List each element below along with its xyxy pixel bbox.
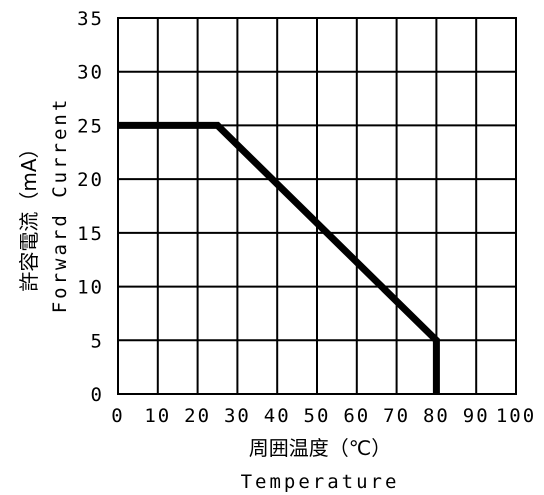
series-line bbox=[118, 121, 440, 394]
x-tick-label: 70 bbox=[383, 405, 410, 427]
x-tick-label: 50 bbox=[304, 405, 331, 427]
x-tick-label: 40 bbox=[264, 405, 291, 427]
x-tick-label: 90 bbox=[463, 405, 490, 427]
grid bbox=[118, 18, 516, 394]
x-tick-label: 10 bbox=[144, 405, 171, 427]
y-tick-label: 15 bbox=[77, 223, 104, 245]
x-tick-labels: 0 10 20 30 40 50 60 70 80 90 100 bbox=[111, 405, 536, 427]
x-tick-label: 30 bbox=[224, 405, 251, 427]
y-tick-label: 0 bbox=[91, 384, 104, 406]
y-tick-label: 35 bbox=[77, 8, 104, 30]
y-tick-label: 5 bbox=[91, 330, 104, 352]
x-axis-subtitle: Temperature bbox=[241, 471, 400, 493]
y-axis-title: 許容電流（mA） bbox=[17, 138, 41, 291]
x-tick-label: 80 bbox=[423, 405, 450, 427]
x-tick-label: 20 bbox=[184, 405, 211, 427]
y-tick-label: 25 bbox=[77, 115, 104, 137]
y-tick-label: 20 bbox=[77, 169, 104, 191]
series-layer bbox=[118, 121, 440, 394]
x-axis-title: 周囲温度（℃） bbox=[249, 436, 391, 460]
y-tick-labels: 0 5 10 15 20 25 30 35 bbox=[77, 8, 104, 406]
x-tick-label: 60 bbox=[343, 405, 370, 427]
y-axis-subtitle: Forward Current bbox=[49, 97, 71, 314]
y-tick-label: 30 bbox=[77, 62, 104, 84]
y-tick-label: 10 bbox=[77, 277, 104, 299]
x-tick-label: 100 bbox=[496, 405, 536, 427]
x-tick-label: 0 bbox=[111, 405, 124, 427]
plot-frame bbox=[117, 17, 517, 395]
